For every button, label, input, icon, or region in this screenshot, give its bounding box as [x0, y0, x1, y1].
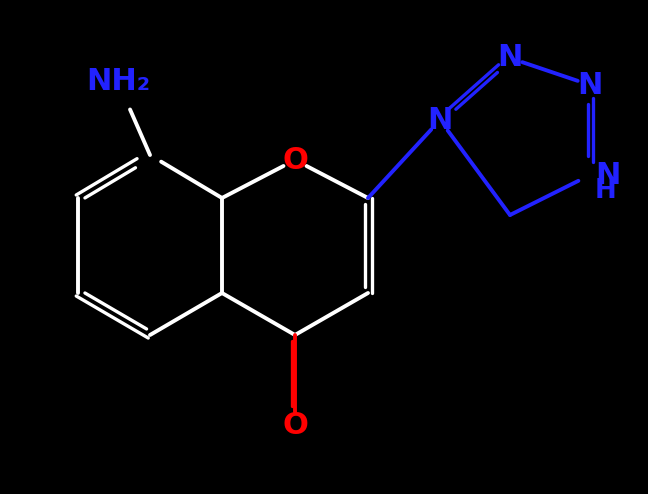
Text: H: H [595, 178, 617, 204]
Text: NH₂: NH₂ [86, 68, 150, 96]
Text: N: N [577, 71, 603, 99]
Text: O: O [282, 146, 308, 174]
Text: O: O [282, 411, 308, 440]
Text: N: N [497, 43, 523, 73]
Text: N: N [427, 106, 453, 134]
Text: N: N [595, 161, 620, 190]
